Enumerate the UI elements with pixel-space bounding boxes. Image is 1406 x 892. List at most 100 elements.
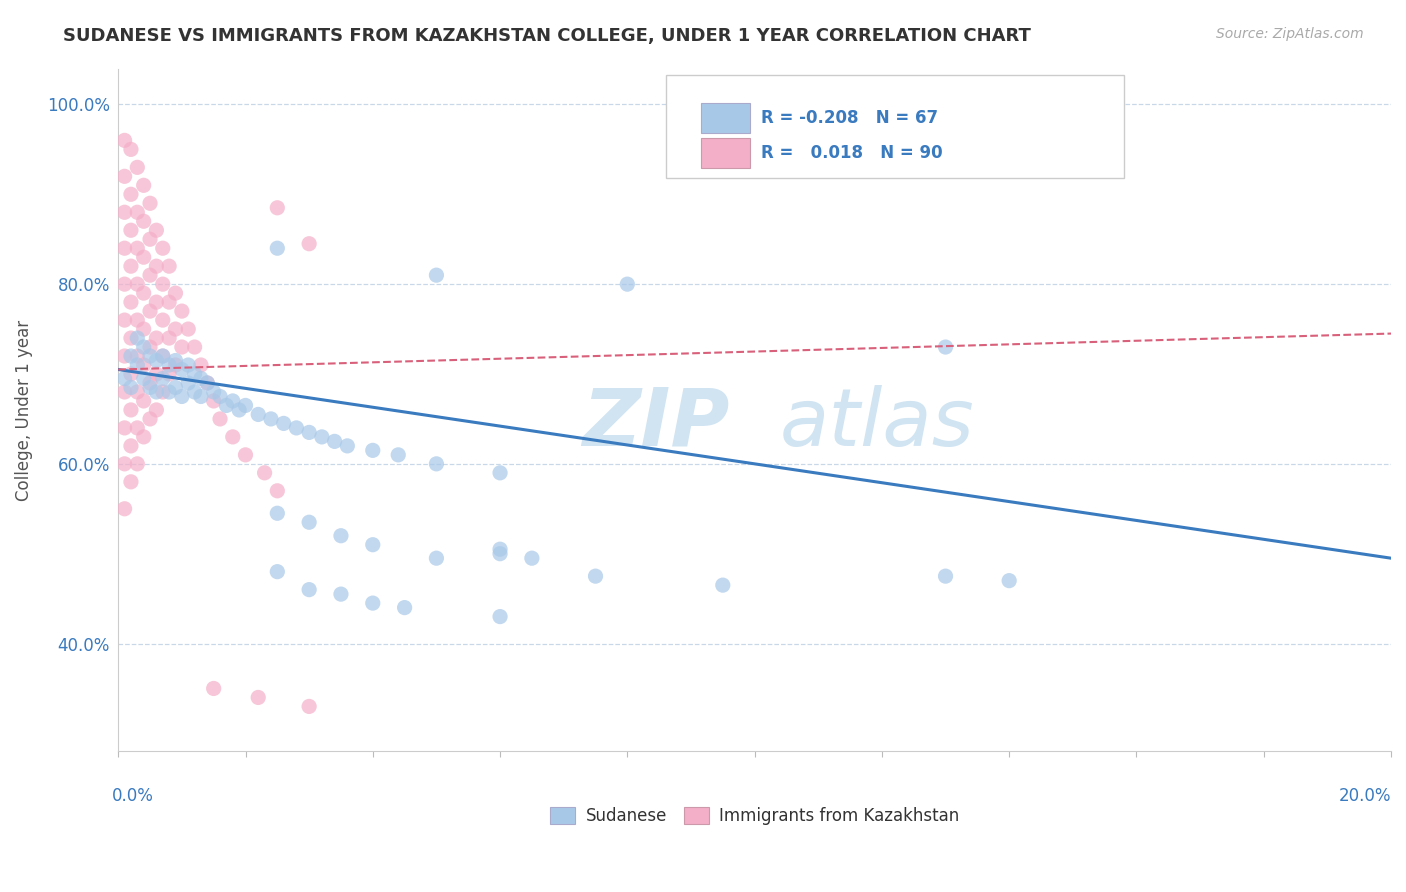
Point	[235, 448, 257, 462]
Point	[132, 322, 155, 336]
Point	[127, 457, 149, 471]
Point	[361, 538, 384, 552]
Point	[222, 393, 245, 408]
Point	[934, 569, 956, 583]
Point	[489, 609, 512, 624]
Point	[425, 551, 447, 566]
Point	[120, 439, 142, 453]
Point	[934, 340, 956, 354]
Point	[489, 542, 512, 557]
Point	[170, 389, 193, 403]
Point	[132, 393, 155, 408]
Point	[425, 457, 447, 471]
Point	[120, 295, 142, 310]
Point	[190, 389, 212, 403]
Point	[132, 430, 155, 444]
Point	[195, 376, 218, 390]
Point	[152, 277, 174, 292]
Point	[145, 223, 167, 237]
Point	[298, 582, 321, 597]
Point	[190, 371, 212, 385]
Point	[170, 304, 193, 318]
Point	[247, 690, 270, 705]
Point	[190, 358, 212, 372]
Point	[202, 393, 225, 408]
Point	[139, 232, 162, 246]
Point	[132, 178, 155, 193]
Point	[228, 403, 250, 417]
Point	[387, 448, 409, 462]
Point	[177, 358, 200, 372]
Point	[120, 223, 142, 237]
Point	[114, 457, 136, 471]
Point	[183, 384, 205, 399]
Point	[139, 340, 162, 354]
Point	[361, 596, 384, 610]
Point	[170, 362, 193, 376]
Point	[132, 286, 155, 301]
Point	[489, 466, 512, 480]
Point	[114, 277, 136, 292]
Point	[132, 340, 155, 354]
Text: 0.0%: 0.0%	[112, 788, 153, 805]
Point	[139, 380, 162, 394]
Point	[132, 214, 155, 228]
Text: SUDANESE VS IMMIGRANTS FROM KAZAKHSTAN COLLEGE, UNDER 1 YEAR CORRELATION CHART: SUDANESE VS IMMIGRANTS FROM KAZAKHSTAN C…	[63, 27, 1031, 45]
Text: atlas: atlas	[780, 384, 974, 463]
Point	[394, 600, 416, 615]
Point	[165, 358, 187, 372]
Point	[120, 403, 142, 417]
Point	[114, 205, 136, 219]
Text: Source: ZipAtlas.com: Source: ZipAtlas.com	[1216, 27, 1364, 41]
Point	[127, 358, 149, 372]
Point	[114, 421, 136, 435]
Point	[152, 384, 174, 399]
Point	[127, 313, 149, 327]
Point	[145, 367, 167, 381]
Point	[145, 295, 167, 310]
Point	[165, 286, 187, 301]
Point	[127, 421, 149, 435]
Point	[266, 241, 288, 255]
Point	[157, 259, 180, 273]
Point	[132, 250, 155, 264]
FancyBboxPatch shape	[665, 75, 1123, 178]
Point	[114, 501, 136, 516]
Point	[266, 565, 288, 579]
Point	[114, 133, 136, 147]
Text: 20.0%: 20.0%	[1339, 788, 1391, 805]
Point	[202, 681, 225, 696]
Point	[165, 380, 187, 394]
Point	[489, 547, 512, 561]
Point	[298, 515, 321, 529]
Point	[260, 412, 283, 426]
Point	[298, 699, 321, 714]
Point	[183, 340, 205, 354]
Point	[298, 425, 321, 440]
Y-axis label: College, Under 1 year: College, Under 1 year	[15, 319, 32, 500]
Point	[152, 349, 174, 363]
Point	[139, 412, 162, 426]
Point	[209, 389, 232, 403]
Point	[120, 367, 142, 381]
Point	[127, 384, 149, 399]
Point	[616, 277, 638, 292]
Text: R =   0.018   N = 90: R = 0.018 N = 90	[761, 145, 942, 162]
Point	[215, 399, 238, 413]
Point	[202, 384, 225, 399]
Point	[114, 169, 136, 184]
Point	[127, 241, 149, 255]
Point	[114, 349, 136, 363]
Point	[127, 331, 149, 345]
Point	[152, 241, 174, 255]
Point	[165, 322, 187, 336]
Point	[330, 529, 353, 543]
Point	[139, 376, 162, 390]
Point	[139, 349, 162, 363]
Point	[998, 574, 1021, 588]
Point	[177, 376, 200, 390]
Point	[139, 196, 162, 211]
Point	[253, 466, 276, 480]
Point	[139, 304, 162, 318]
Point	[127, 277, 149, 292]
